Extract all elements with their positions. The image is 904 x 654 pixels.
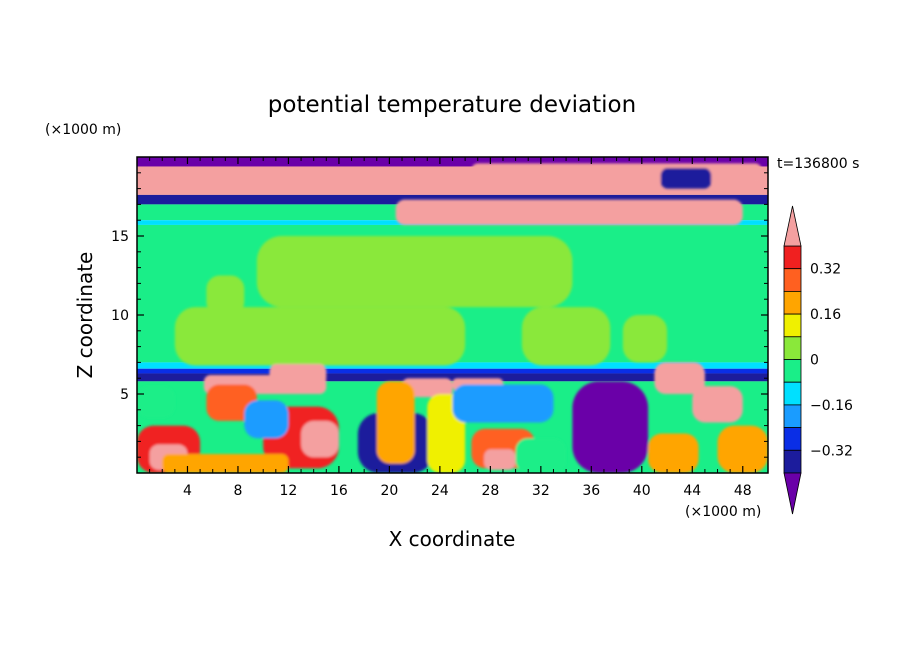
contour-band: [137, 362, 768, 369]
y-tick-label: 15: [111, 229, 129, 245]
chart-title: potential temperature deviation: [268, 92, 636, 118]
feature-layer: [137, 163, 768, 473]
colorbar-label: −0.32: [810, 443, 853, 459]
colorbar-label: 0.16: [810, 307, 841, 323]
contour-band: [137, 368, 768, 374]
colorbar-label: −0.16: [810, 398, 853, 414]
y-tick-label: 10: [111, 308, 129, 324]
colorbar-label: 0: [810, 353, 819, 369]
x-tick-label: 12: [280, 483, 298, 499]
y-axis-ticks: 5 10 15: [111, 172, 768, 458]
contour-region: [137, 386, 175, 418]
colorbar-label: 0.32: [810, 262, 841, 278]
contour-region: [515, 438, 567, 473]
x-axis-ticks: 4 8 12 16 20 24 28 32 36 40 44 48: [149, 157, 756, 499]
contour-region: [471, 163, 762, 183]
colorbar-top-arrow: [783, 205, 802, 247]
contour-region: [402, 378, 453, 398]
x-unit-label: (×1000 m): [685, 504, 761, 520]
contour-region: [622, 315, 668, 363]
colorbar: 0.32 0.16 0 −0.16 −0.32: [783, 205, 853, 515]
x-tick-label: 32: [532, 483, 550, 499]
x-tick-label: 16: [330, 483, 348, 499]
contour-region: [452, 384, 554, 423]
contour-region: [206, 384, 257, 421]
y-unit-label: (×1000 m): [45, 122, 121, 138]
contour-region: [225, 315, 264, 355]
contour-region: [162, 454, 289, 473]
plot-field: [137, 157, 768, 473]
x-tick-label: 4: [183, 483, 192, 499]
colorbar-swatch: [783, 268, 802, 292]
y-tick-label: 5: [120, 387, 129, 403]
contour-region: [376, 381, 415, 464]
contour-region: [692, 386, 743, 423]
colorbar-swatch: [783, 404, 802, 428]
contour-region: [484, 449, 516, 470]
x-tick-label: 40: [633, 483, 651, 499]
contour-region: [572, 381, 649, 473]
contour-region: [301, 420, 339, 458]
x-tick-label: 28: [481, 483, 499, 499]
contour-band: [137, 157, 768, 167]
contour-region: [395, 199, 743, 225]
contour-region: [648, 433, 699, 473]
contour-region: [174, 307, 466, 366]
contour-region: [269, 363, 327, 385]
colorbar-swatch: [783, 449, 802, 474]
colorbar-swatch: [783, 427, 802, 451]
x-tick-label: 48: [734, 483, 752, 499]
contour-region: [654, 362, 705, 394]
y-axis-label: Z coordinate: [73, 252, 97, 379]
x-tick-label: 24: [431, 483, 449, 499]
x-tick-label: 8: [233, 483, 242, 499]
x-axis-label: X coordinate: [389, 527, 516, 551]
colorbar-swatch: [783, 290, 802, 315]
contour-region: [256, 236, 573, 308]
x-tick-label: 36: [582, 483, 600, 499]
colorbar-swatch: [783, 313, 802, 338]
colorbar-swatch: [783, 245, 802, 270]
colorbar-bottom-arrow: [783, 472, 802, 515]
colorbar-swatch: [783, 359, 802, 383]
time-label: t=136800 s: [777, 156, 859, 172]
contour-region: [717, 425, 768, 473]
contour-region: [206, 275, 245, 315]
contour-region: [660, 168, 712, 189]
colorbar-swatch: [783, 336, 802, 360]
x-tick-label: 44: [683, 483, 701, 499]
colorbar-swatch: [783, 381, 802, 406]
x-tick-label: 20: [380, 483, 398, 499]
contour-band: [137, 373, 768, 382]
contour-region: [521, 307, 611, 366]
contour-region: [244, 400, 289, 439]
